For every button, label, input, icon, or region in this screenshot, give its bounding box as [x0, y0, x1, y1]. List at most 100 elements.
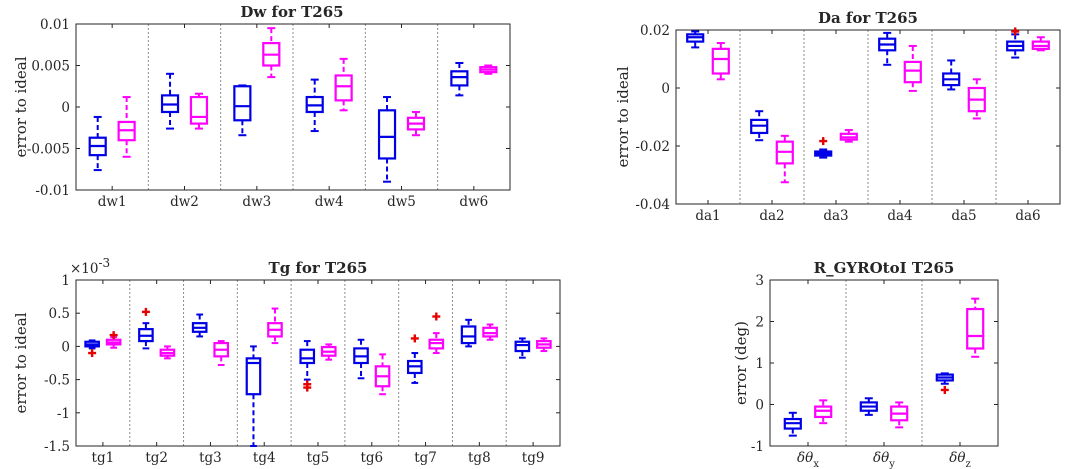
box-series2 [320, 343, 337, 361]
x-tick-label: tg9 [522, 450, 545, 466]
box-iqr [514, 340, 531, 353]
x-tick-label: tg2 [145, 450, 168, 466]
box-series2 [159, 345, 176, 360]
box-series2 [482, 323, 498, 341]
plot-frame [675, 29, 1061, 205]
box-iqr [966, 307, 985, 350]
box-series2 [262, 27, 281, 79]
box-series2 [711, 42, 730, 81]
box-series1 [750, 110, 769, 142]
outlier-marker [303, 383, 312, 392]
box-series1 [450, 62, 469, 97]
y-tick-label: -1.5 [44, 439, 70, 455]
x-tick-label: tg4 [253, 450, 276, 466]
outlier-marker [410, 334, 419, 343]
y-tick-label: -0.04 [635, 197, 670, 213]
x-tick-label: da6 [1015, 208, 1040, 224]
y-tick-label: 0 [61, 100, 70, 116]
box-iqr [377, 109, 397, 160]
box-iqr [711, 47, 730, 75]
box-series1 [514, 337, 531, 359]
plot-1: -0.04 -0.02 0 0.02 da1 da2 da3 da4 da5 da6 [635, 23, 1061, 224]
box-iqr [245, 357, 262, 396]
box-series2 [213, 340, 230, 366]
outlier-marker [109, 331, 118, 340]
box-series1 [233, 84, 252, 137]
y-tick-label: -0.01 [35, 183, 70, 199]
chart-title-tg: Tg for T265 [269, 259, 368, 277]
box-series2 [967, 78, 986, 120]
y-axis-label-r-gyro: error (deg) [732, 321, 750, 405]
box-series2 [428, 332, 445, 355]
plot-2: -1.5 -1 -0.5 0 0.5 1 tg1 tg2 tg3 tg4 tg5 tg6 tg7 tg8 t… [44, 273, 561, 466]
box-series1 [305, 78, 324, 133]
outlier-marker [940, 385, 949, 394]
y-tick-label: -0.02 [635, 139, 670, 155]
y-tick-label: 0 [661, 81, 670, 97]
box-series2 [839, 129, 858, 143]
box-series2 [814, 399, 833, 425]
x-tick-label: da1 [695, 208, 720, 224]
x-tick-label: dw5 [387, 194, 416, 210]
box-series1 [353, 338, 369, 380]
outlier-marker [819, 137, 828, 146]
y-tick-label: 3 [755, 273, 764, 289]
y-tick-label: -0.5 [44, 373, 70, 389]
chart-title-r-gyro: R_GYROtoI T265 [814, 259, 955, 277]
x-tick-label-main: δθ [873, 450, 889, 466]
y-tick-label: 1 [755, 356, 764, 372]
box-series1 [783, 411, 802, 437]
panel-r-gyro: R_GYROtoI T265 error (deg) [732, 259, 954, 405]
x-tick-label: da2 [759, 208, 784, 224]
box-iqr [460, 325, 477, 345]
plot-0: -0.01 -0.005 0 0.005 0.01 dw1 dw2 dw3 dw4 dw5 dw6 [27, 17, 511, 210]
box-series1 [138, 322, 154, 350]
box-iqr [233, 85, 252, 122]
box-series1 [1006, 33, 1025, 59]
box-series2 [406, 110, 426, 137]
box-series2 [267, 307, 283, 345]
outlier-marker [141, 307, 150, 316]
box-series2 [374, 353, 391, 396]
y-tick-label: -0.005 [27, 142, 70, 158]
box-series1 [460, 318, 477, 348]
panel-dw: Dw for T265 error to ideal [12, 3, 344, 158]
box-series2 [334, 57, 353, 112]
box-series1 [814, 148, 833, 159]
x-tick-label: δθz [949, 450, 971, 469]
y-tick-label: 0.02 [640, 23, 670, 39]
x-tick-label-main: δθ [797, 450, 813, 466]
y-tick-label: 0.005 [31, 59, 70, 75]
x-tick-label-main: δθ [949, 450, 965, 466]
box-series1 [377, 96, 397, 183]
box-iqr [189, 95, 209, 125]
box-series1 [88, 115, 107, 172]
box-series2 [903, 44, 922, 92]
x-tick-label: tg7 [414, 450, 437, 466]
box-series1 [878, 31, 897, 66]
x-tick-label: da4 [887, 208, 912, 224]
box-series2 [479, 64, 498, 75]
plot-frame [75, 279, 561, 447]
box-series1 [942, 59, 961, 91]
box-iqr [334, 74, 353, 102]
x-tick-label: dw3 [242, 194, 271, 210]
y-axis-label-da: error to ideal [614, 66, 632, 167]
x-tick-label: tg1 [92, 450, 115, 466]
box-series2 [189, 92, 209, 130]
outlier-marker [88, 349, 97, 358]
y-axis-label-dw: error to ideal [12, 56, 30, 157]
y-tick-label: 2 [755, 315, 764, 331]
chart-title-da: Da for T265 [818, 9, 918, 27]
y-tick-label: 0 [61, 339, 70, 355]
box-series2 [1031, 36, 1050, 52]
outlier-marker [432, 312, 441, 321]
box-series2 [775, 134, 794, 184]
box-iqr [450, 70, 469, 87]
box-series1 [859, 397, 878, 416]
x-tick-label: da3 [823, 208, 848, 224]
y-exponent-power: -3 [99, 256, 111, 270]
box-series2 [966, 297, 985, 358]
